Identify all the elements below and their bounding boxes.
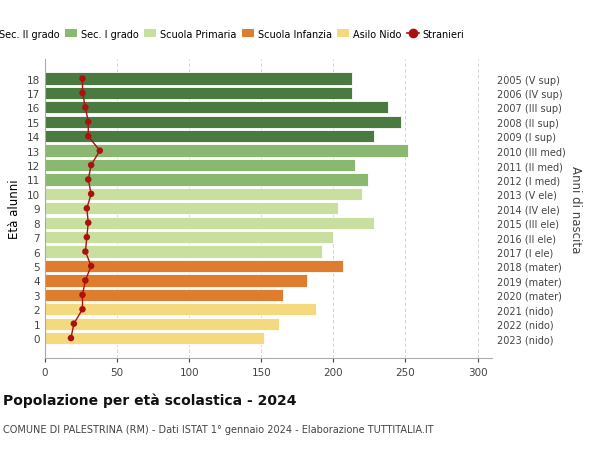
Point xyxy=(83,176,93,184)
Bar xyxy=(45,332,264,344)
Bar xyxy=(45,274,307,287)
Bar xyxy=(45,260,343,273)
Bar xyxy=(45,217,374,230)
Point xyxy=(95,148,104,155)
Point xyxy=(83,219,93,227)
Point xyxy=(83,119,93,126)
Point xyxy=(82,234,92,241)
Bar xyxy=(45,318,278,330)
Point xyxy=(77,291,87,299)
Bar xyxy=(45,231,334,244)
Text: Popolazione per età scolastica - 2024: Popolazione per età scolastica - 2024 xyxy=(3,392,296,407)
Bar xyxy=(45,131,374,143)
Point xyxy=(82,205,92,213)
Point xyxy=(77,306,87,313)
Legend: Sec. II grado, Sec. I grado, Scuola Primaria, Scuola Infanzia, Asilo Nido, Stran: Sec. II grado, Sec. I grado, Scuola Prim… xyxy=(0,26,469,44)
Point xyxy=(80,277,90,285)
Text: COMUNE DI PALESTRINA (RM) - Dati ISTAT 1° gennaio 2024 - Elaborazione TUTTITALIA: COMUNE DI PALESTRINA (RM) - Dati ISTAT 1… xyxy=(3,425,434,435)
Point xyxy=(69,320,79,328)
Bar xyxy=(45,246,322,258)
Point xyxy=(80,248,90,256)
Bar xyxy=(45,303,316,316)
Bar xyxy=(45,174,368,186)
Bar xyxy=(45,117,401,129)
Bar xyxy=(45,203,338,215)
Point xyxy=(80,105,90,112)
Point xyxy=(83,133,93,140)
Bar xyxy=(45,289,283,301)
Point xyxy=(66,335,76,342)
Bar xyxy=(45,88,352,100)
Point xyxy=(77,90,87,97)
Bar xyxy=(45,160,355,172)
Point xyxy=(86,191,96,198)
Bar xyxy=(45,102,388,114)
Y-axis label: Età alunni: Età alunni xyxy=(8,179,22,239)
Point xyxy=(86,263,96,270)
Bar xyxy=(45,73,352,85)
Bar xyxy=(45,145,409,157)
Point xyxy=(77,76,87,83)
Point xyxy=(86,162,96,169)
Y-axis label: Anni di nascita: Anni di nascita xyxy=(569,165,582,252)
Bar xyxy=(45,188,362,201)
